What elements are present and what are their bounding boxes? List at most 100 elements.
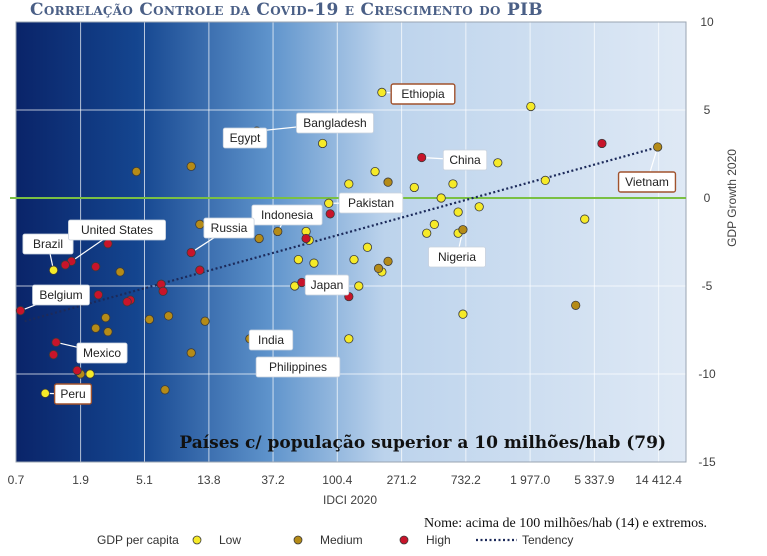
country-label-box [304,274,350,296]
y-axis-label: GDP Growth 2020 [725,149,739,247]
country-label-box [203,217,255,239]
tendency-line [24,145,659,323]
x-tick-label: 5.1 [136,473,153,487]
country-label-box [76,342,128,364]
data-point-low [293,255,303,265]
data-point-medium [273,226,283,237]
x-tick-label: 13.8 [197,473,221,487]
data-point-low [493,158,503,168]
data-point-medium [101,313,111,323]
data-point-high [122,297,132,307]
country-label: Russia [211,221,248,235]
country-label: Belgium [39,288,82,302]
data-point-low [448,179,458,189]
country-label: Vietnam [625,175,669,189]
country-label-box [390,83,456,105]
data-point-high [195,265,205,275]
country-label-box [248,329,294,351]
data-point-high [297,277,307,288]
country-label: China [449,153,481,167]
data-point-low [453,207,463,217]
x-axis-ticks: 0.7 1.9 5.1 13.8 37.2 100.4 271.2 732.2 1 977.0 5… [8,473,683,487]
x-tick-label: 271.2 [387,473,417,487]
data-point-medium [200,316,210,326]
legend-title: GDP per capita [97,533,179,547]
data-point-low [580,214,590,224]
data-point-low [85,369,95,379]
name-note: Nome: acima de 100 milhões/hab (14) e ex… [424,516,707,531]
data-point-medium [163,311,174,321]
legend-label-medium: Medium [320,533,363,547]
y-tick-label: 5 [704,103,711,117]
x-tick-label: 732.2 [451,473,481,487]
data-point-medium [144,314,154,325]
legend-label-low: Low [219,533,241,547]
y-tick-label: -15 [698,455,716,469]
x-tick-label: 1 977.0 [510,473,550,487]
country-label: Japan [311,278,344,292]
data-point-low [48,265,59,275]
data-point-low [540,175,550,185]
data-point-high [158,286,168,296]
data-point-medium [131,167,141,177]
data-point-medium [653,142,663,152]
data-point-low [344,334,354,344]
data-point-high [301,233,311,244]
data-point-medium [91,323,101,333]
country-label: Philippines [269,360,327,374]
data-point-medium [458,225,468,235]
country-label: Indonesia [261,208,313,222]
data-point-low [354,281,364,291]
country-label-box [255,356,341,378]
population-caption: Países c/ população superior a 10 milhõe… [179,433,666,453]
data-point-medium [103,327,113,337]
data-point-low [436,193,446,203]
plot-border [15,21,687,463]
data-point-low [317,138,328,149]
country-label: Egypt [230,131,261,145]
x-tick-label: 14 412.4 [635,473,682,487]
legend-marker-low [192,535,202,545]
country-label: Mexico [83,346,121,360]
country-label: Ethiopia [401,87,445,101]
data-point-medium [160,385,170,395]
data-point-high [417,152,427,163]
data-point-medium [186,161,196,171]
x-axis-label: IDCI 2020 [323,493,377,507]
legend-label-high: High [426,533,451,547]
country-label-box [222,127,268,149]
country-label-box [53,383,93,405]
data-point-high [48,350,59,360]
data-point-high [186,247,196,258]
x-tick-label: 1.9 [72,473,89,487]
gridlines [15,21,687,463]
country-label: Pakistan [348,196,394,210]
data-point-medium [373,263,384,273]
data-point-low [309,258,319,268]
country-label-box [251,204,323,226]
data-point-low [526,101,536,112]
plot-area [16,22,686,462]
data-point-low [324,198,334,208]
data-point-low [409,182,419,193]
country-label: Peru [60,387,85,401]
legend-label-tendency: Tendency [522,533,573,547]
country-label: United States [81,223,153,237]
data-point-high [103,239,113,249]
data-point-low [40,388,50,398]
country-label-box [296,112,374,134]
data-point-high [60,260,70,270]
country-label-box [338,192,404,214]
data-point-low [370,167,380,177]
data-point-low [429,219,439,229]
data-point-medium [115,267,125,277]
data-point-high [93,290,103,300]
country-label: Bangladesh [303,116,366,130]
y-tick-label: 10 [700,15,714,29]
data-point-low [422,228,432,238]
data-point-medium [383,177,393,187]
x-tick-label: 0.7 [8,473,25,487]
data-point-medium [571,300,581,310]
data-point-low [474,202,484,212]
